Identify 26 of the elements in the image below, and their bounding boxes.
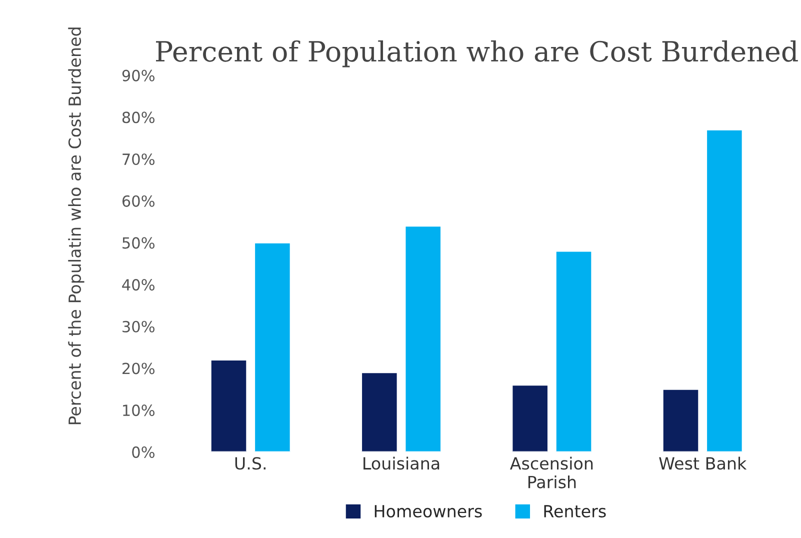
- x-tick-label: Louisiana: [364, 456, 440, 470]
- y-tick-label: 0%: [132, 446, 154, 458]
- y-tick-label: 20%: [122, 362, 154, 374]
- legend-label: Homeowners: [374, 505, 482, 518]
- y-tick-label: 30%: [122, 320, 154, 332]
- bar: [511, 384, 549, 452]
- bar: [360, 372, 398, 452]
- y-tick-label: 80%: [122, 112, 154, 124]
- y-axis-title: Percent of the Populatin who are Cost Burdened: [68, 28, 84, 424]
- y-tick-label: 60%: [122, 195, 154, 207]
- legend-label: Renters: [544, 505, 606, 518]
- y-tick-label: 10%: [123, 404, 154, 416]
- bar: [662, 388, 700, 452]
- x-tick-label: Ascension Parish: [510, 456, 593, 488]
- x-tick-label: West Bank: [659, 456, 747, 470]
- bar: [254, 242, 292, 452]
- y-tick-label: 50%: [122, 237, 154, 249]
- bar: [706, 129, 744, 452]
- bar: [210, 359, 248, 452]
- y-tick-label: 90%: [122, 70, 154, 82]
- y-tick-label: 40%: [122, 279, 154, 291]
- x-tick-label: U.S.: [235, 457, 266, 470]
- bar: [555, 250, 593, 452]
- bar: [404, 225, 442, 452]
- chart-title: Percent of Population who are Cost Burdened: [156, 40, 798, 68]
- y-tick-label: 70%: [122, 153, 154, 166]
